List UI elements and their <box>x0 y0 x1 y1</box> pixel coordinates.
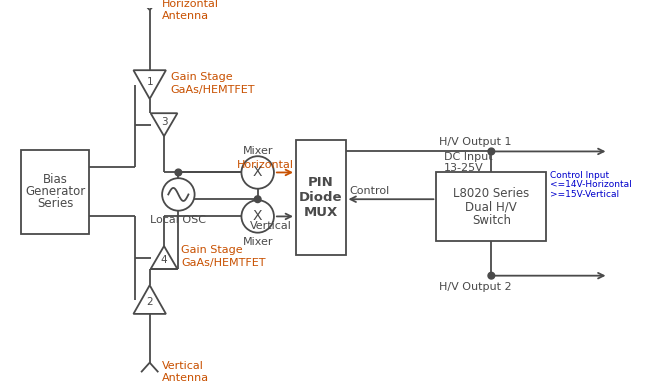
Circle shape <box>175 169 182 176</box>
Circle shape <box>254 196 261 202</box>
Circle shape <box>162 178 195 211</box>
Text: Mixer: Mixer <box>243 146 273 157</box>
Text: Control: Control <box>350 186 390 196</box>
Text: GaAs/HEMTFET: GaAs/HEMTFET <box>181 258 266 268</box>
Text: H/V Output 1: H/V Output 1 <box>439 137 511 147</box>
Bar <box>21 149 90 234</box>
Text: 3: 3 <box>161 117 167 127</box>
Circle shape <box>241 200 274 233</box>
Text: Antenna: Antenna <box>162 373 209 382</box>
Circle shape <box>488 272 495 279</box>
Text: PIN: PIN <box>308 175 333 188</box>
Text: Vertical: Vertical <box>250 221 292 231</box>
Text: Local OSC: Local OSC <box>150 215 206 225</box>
Text: L8020 Series: L8020 Series <box>453 187 530 200</box>
Text: Switch: Switch <box>472 214 511 227</box>
Text: 13-25V: 13-25V <box>444 163 484 173</box>
Text: Antenna: Antenna <box>162 11 209 21</box>
Text: X: X <box>253 209 263 223</box>
Text: 1: 1 <box>146 77 153 87</box>
Circle shape <box>488 148 495 155</box>
Text: Horizontal: Horizontal <box>162 0 219 9</box>
Text: H/V Output 2: H/V Output 2 <box>439 282 511 292</box>
Text: Horizontal: Horizontal <box>237 160 293 170</box>
Text: Series: Series <box>37 197 74 210</box>
Text: 2: 2 <box>146 298 153 308</box>
Text: Dual H/V: Dual H/V <box>466 201 517 214</box>
Text: Vertical: Vertical <box>162 361 204 371</box>
Bar <box>437 172 546 241</box>
Text: GaAs/HEMTFET: GaAs/HEMTFET <box>171 85 255 95</box>
Text: Generator: Generator <box>25 185 85 198</box>
Text: DC Input: DC Input <box>444 152 493 162</box>
Text: Mixer: Mixer <box>243 237 273 247</box>
Text: Control Input: Control Input <box>550 171 610 180</box>
Text: 4: 4 <box>161 256 167 265</box>
Text: X: X <box>253 165 263 180</box>
Text: Bias: Bias <box>43 173 68 186</box>
Text: MUX: MUX <box>304 206 338 219</box>
Text: Gain Stage: Gain Stage <box>181 245 243 255</box>
Text: >=15V-Vertical: >=15V-Vertical <box>550 190 619 199</box>
Text: <=14V-Horizontal: <=14V-Horizontal <box>550 180 632 189</box>
Bar <box>296 140 346 255</box>
Circle shape <box>241 156 274 189</box>
Text: Gain Stage: Gain Stage <box>171 72 232 82</box>
Text: Diode: Diode <box>299 191 342 204</box>
